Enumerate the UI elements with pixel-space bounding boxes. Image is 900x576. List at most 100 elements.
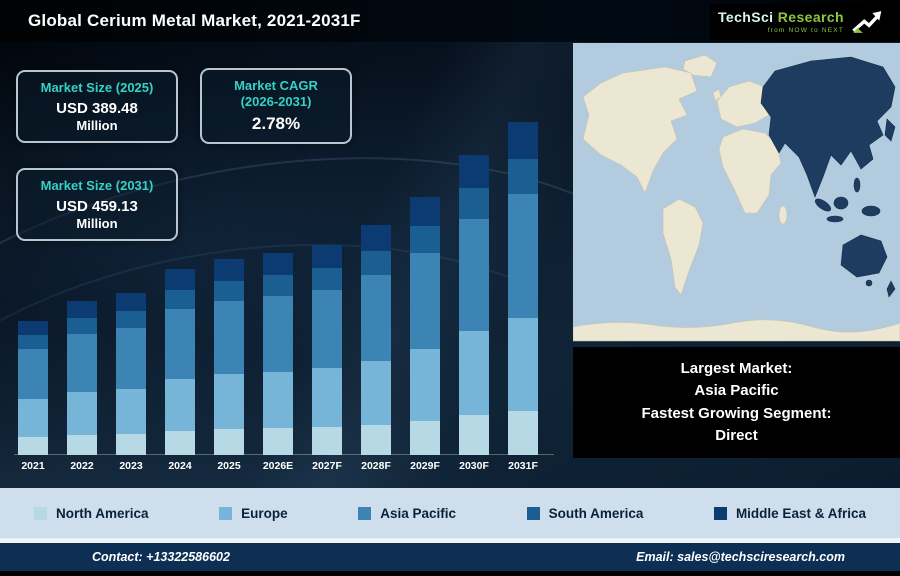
legend-item: Middle East & Africa: [713, 505, 866, 521]
page-title: Global Cerium Metal Market, 2021-2031F: [28, 11, 361, 30]
x-axis-label: 2030F: [459, 460, 489, 472]
bar-column: 2024: [165, 269, 195, 476]
map-north-america: [582, 66, 698, 194]
bar-stack: [459, 155, 489, 455]
x-axis-label: 2024: [168, 460, 192, 472]
bar-column: 2028F: [361, 225, 391, 476]
callout-label: Market Size (2031): [40, 178, 154, 193]
largest-market-label: Largest Market:: [680, 359, 793, 377]
bar-segment-middle-east-africa: [312, 245, 342, 268]
logo-arrow-icon: [852, 11, 882, 33]
callout-label: (2026-2031): [240, 93, 312, 109]
legend-item: Asia Pacific: [358, 506, 456, 521]
callout-market-size-2025: Market Size (2025) USD 389.48 Million: [16, 70, 178, 143]
bar-column: 2025: [214, 259, 244, 476]
bar-segment-south-america: [67, 318, 97, 334]
map-uk: [712, 88, 722, 102]
fastest-segment-value: Direct: [715, 427, 758, 444]
bar-segment-asia-pacific: [263, 296, 293, 372]
logo-tagline: from NOW to NEXT: [767, 27, 844, 35]
bar-segment-middle-east-africa: [116, 293, 146, 311]
bar-segment-north-america: [116, 434, 146, 455]
bar-segment-north-america: [214, 429, 244, 455]
bar-segment-south-america: [410, 226, 440, 253]
bar-stack: [18, 321, 48, 455]
callout-value: USD 389.48: [56, 99, 138, 117]
x-axis-label: 2021: [21, 460, 45, 472]
bar-column: 2022: [67, 301, 97, 476]
email-text: Email: sales@techsciresearch.com: [636, 550, 845, 564]
map-tasmania-highlight: [865, 279, 873, 287]
bar-stack: [116, 293, 146, 455]
bar-segment-south-america: [459, 188, 489, 219]
bar-stack: [361, 225, 391, 455]
bar-column: 2021: [18, 321, 48, 476]
bar-segment-south-america: [361, 251, 391, 275]
techsci-logo: TechSci Research from NOW to NEXT: [710, 4, 890, 40]
footer: Contact: +13322586602 Email: sales@techs…: [0, 543, 900, 571]
x-axis-label: 2029F: [410, 460, 440, 472]
largest-market-panel: Largest Market: Asia Pacific Fastest Gro…: [573, 347, 900, 458]
bar-segment-europe: [263, 372, 293, 428]
bar-segment-south-america: [263, 275, 293, 296]
bar-stack: [508, 122, 538, 455]
bar-segment-north-america: [18, 437, 48, 455]
bar-stack: [263, 253, 293, 455]
header: Global Cerium Metal Market, 2021-2031F T…: [0, 0, 900, 42]
bar-segment-south-america: [116, 311, 146, 328]
callout-unit: Million: [76, 117, 118, 133]
bar-segment-north-america: [459, 415, 489, 455]
map-asia-highlight: [760, 56, 896, 198]
map-sumatra-highlight: [814, 198, 832, 212]
world-map: [573, 43, 900, 342]
largest-market-value: Asia Pacific: [694, 382, 779, 399]
bar-segment-europe: [361, 361, 391, 425]
bar-segment-south-america: [214, 281, 244, 301]
bar-segment-europe: [116, 389, 146, 434]
map-australia-highlight: [840, 234, 888, 278]
map-south-america: [662, 198, 704, 296]
bar-segment-asia-pacific: [165, 309, 195, 379]
map-antarctica: [573, 319, 900, 342]
bar-segment-middle-east-africa: [18, 321, 48, 335]
bar-segment-europe: [67, 392, 97, 435]
bar-segment-asia-pacific: [67, 334, 97, 392]
bar-segment-middle-east-africa: [459, 155, 489, 188]
bar-stack: [410, 197, 440, 455]
legend-label: Europe: [241, 505, 288, 521]
x-axis-label: 2023: [119, 460, 143, 472]
bar-segment-south-america: [18, 335, 48, 349]
bar-segment-asia-pacific: [214, 301, 244, 374]
footer-black-strip: [0, 571, 900, 576]
bar-column: 2030F: [459, 155, 489, 476]
callout-label: Market CAGR: [234, 78, 318, 93]
bar-segment-south-america: [508, 159, 538, 194]
bar-stack: [67, 301, 97, 455]
bar-segment-asia-pacific: [312, 290, 342, 368]
x-axis-label: 2026E: [262, 460, 294, 472]
divider: [0, 538, 900, 543]
legend-label: Middle East & Africa: [735, 505, 866, 521]
map-philippines-highlight: [853, 177, 861, 193]
world-map-panel: [573, 42, 900, 342]
map-madagascar: [778, 205, 788, 225]
bar-segment-middle-east-africa: [410, 197, 440, 226]
legend-swatch-icon: [526, 506, 540, 520]
logo-brand-primary: TechSci: [718, 8, 774, 25]
bar-segment-north-america: [410, 421, 440, 455]
callout-label: Market Size (2025): [40, 80, 154, 95]
bar-chart: 2021 2022 2023 2024 2025 2026E 2027F 2028F 2029F…: [18, 122, 538, 476]
bar-segment-south-america: [165, 290, 195, 309]
bar-column: 2023: [116, 293, 146, 476]
bar-segment-europe: [312, 368, 342, 427]
bar-segment-asia-pacific: [361, 275, 391, 361]
map-java-highlight: [826, 215, 844, 223]
bar-segment-middle-east-africa: [67, 301, 97, 318]
legend-label: North America: [56, 505, 149, 521]
map-greenland: [682, 54, 718, 78]
bar-segment-north-america: [508, 411, 538, 455]
bar-segment-europe: [508, 318, 538, 411]
bar-segment-asia-pacific: [459, 219, 489, 331]
logo-brand-secondary: Research: [777, 8, 844, 25]
callout-value: USD 459.13: [56, 197, 138, 215]
